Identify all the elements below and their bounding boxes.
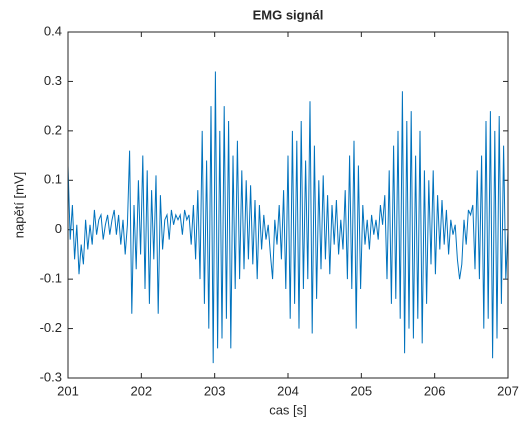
y-tick-label: 0 bbox=[55, 221, 62, 236]
y-tick-label: 0.3 bbox=[44, 73, 62, 88]
y-tick-label: -0.1 bbox=[40, 271, 62, 286]
x-tick-label: 201 bbox=[57, 383, 79, 398]
x-tick-label: 205 bbox=[350, 383, 372, 398]
y-tick-label: -0.2 bbox=[40, 320, 62, 335]
y-tick-label: 0.2 bbox=[44, 122, 62, 137]
axes-box bbox=[67, 31, 509, 379]
x-tick-label: 202 bbox=[130, 383, 152, 398]
x-axis-label: cas [s] bbox=[269, 402, 307, 417]
chart-title: EMG signál bbox=[253, 7, 324, 22]
x-tick-label: 206 bbox=[424, 383, 446, 398]
y-tick-label: -0.3 bbox=[40, 369, 62, 384]
x-tick-label: 203 bbox=[204, 383, 226, 398]
y-axis-label: napětí [mV] bbox=[11, 172, 26, 238]
signal-line bbox=[67, 71, 509, 364]
y-tick-label: 0.1 bbox=[44, 172, 62, 187]
y-tick-label: 0.4 bbox=[44, 23, 62, 38]
x-tick-label: 207 bbox=[497, 383, 519, 398]
x-tick-label: 204 bbox=[277, 383, 299, 398]
